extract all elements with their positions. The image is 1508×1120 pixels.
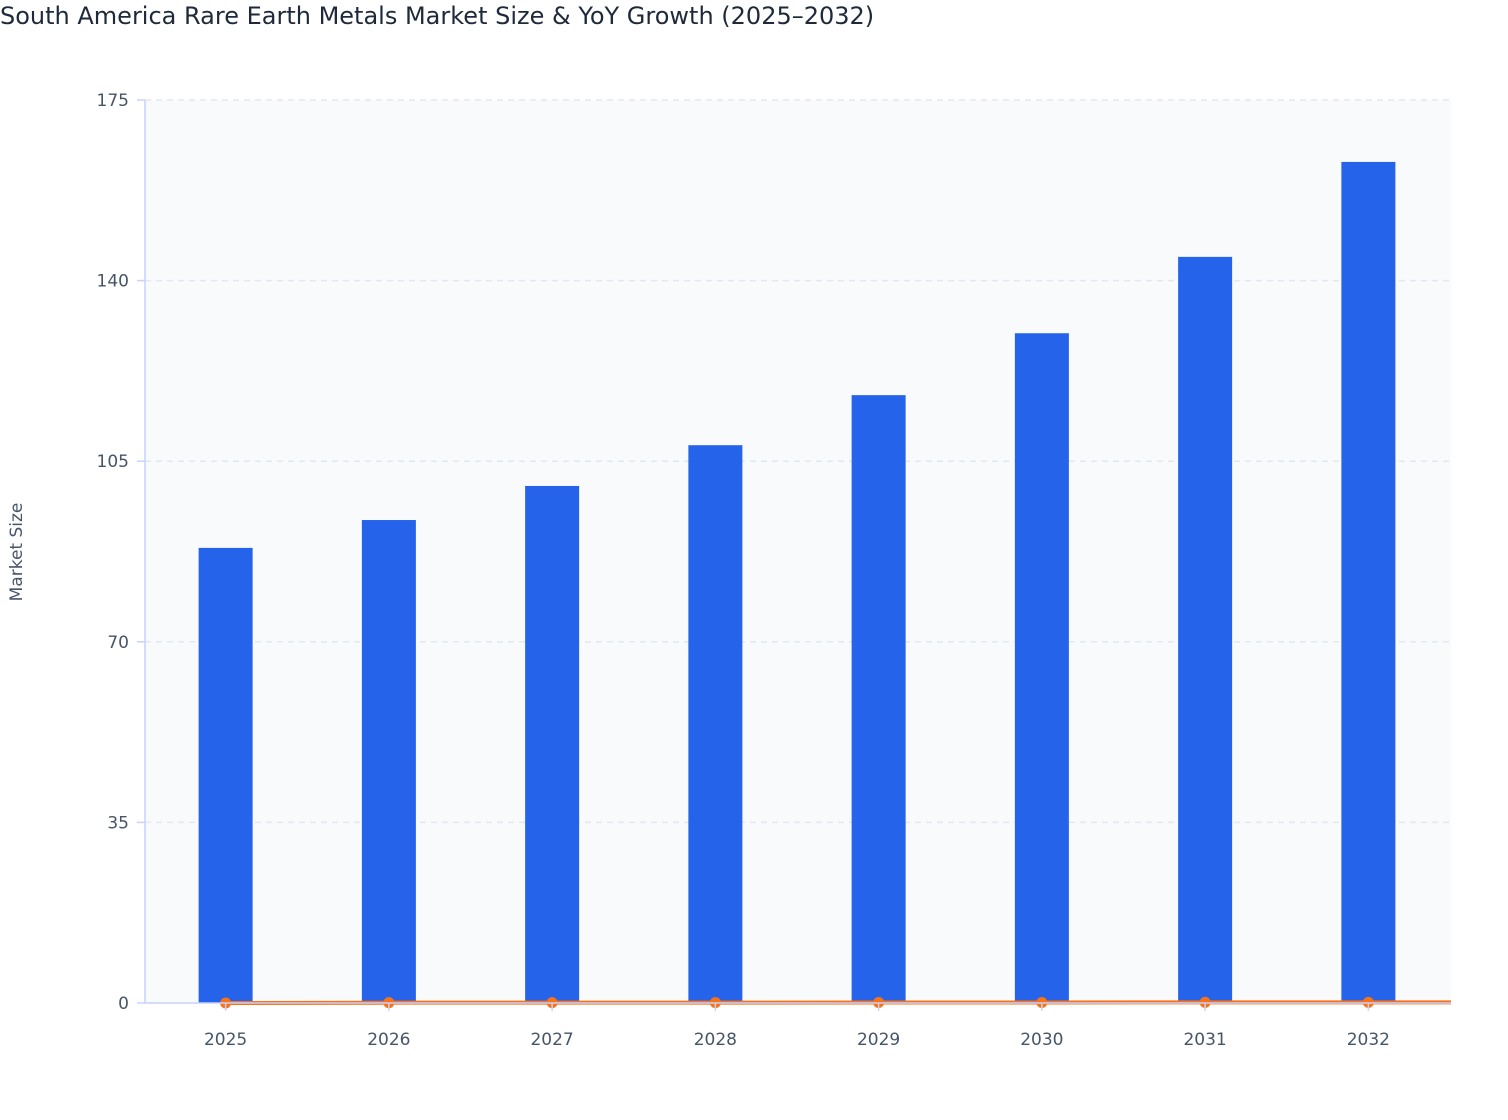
y-tick-label: 0 (118, 994, 129, 1014)
x-tick-label: 2026 (367, 1030, 410, 1050)
x-tick-label: 2031 (1183, 1030, 1226, 1050)
x-tick-label: 2029 (857, 1030, 900, 1050)
y-tick-label: 140 (97, 272, 129, 292)
bar-2026[interactable] (361, 520, 416, 1003)
x-tick-label: 2027 (530, 1030, 573, 1050)
bar-2031[interactable] (1178, 256, 1233, 1003)
y-tick-label: 35 (107, 813, 129, 833)
y-tick-label: 105 (97, 452, 129, 472)
bar-2029[interactable] (851, 395, 906, 1004)
chart-title: South America Rare Earth Metals Market S… (0, 2, 875, 30)
y-axis-label: Market Size (7, 503, 27, 602)
bar-2025[interactable] (198, 547, 253, 1003)
x-tick-label: 2030 (1020, 1030, 1063, 1050)
bar-2028[interactable] (688, 445, 743, 1004)
x-tick-label: 2025 (204, 1030, 247, 1050)
bar-2030[interactable] (1014, 333, 1069, 1003)
bar-2032[interactable] (1341, 161, 1396, 1004)
y-tick-label: 175 (97, 91, 129, 111)
bar-2027[interactable] (525, 485, 580, 1003)
plot-area (145, 100, 1451, 1003)
x-tick-label: 2028 (694, 1030, 737, 1050)
x-tick-label: 2032 (1347, 1030, 1390, 1050)
y-tick-label: 70 (107, 633, 129, 653)
